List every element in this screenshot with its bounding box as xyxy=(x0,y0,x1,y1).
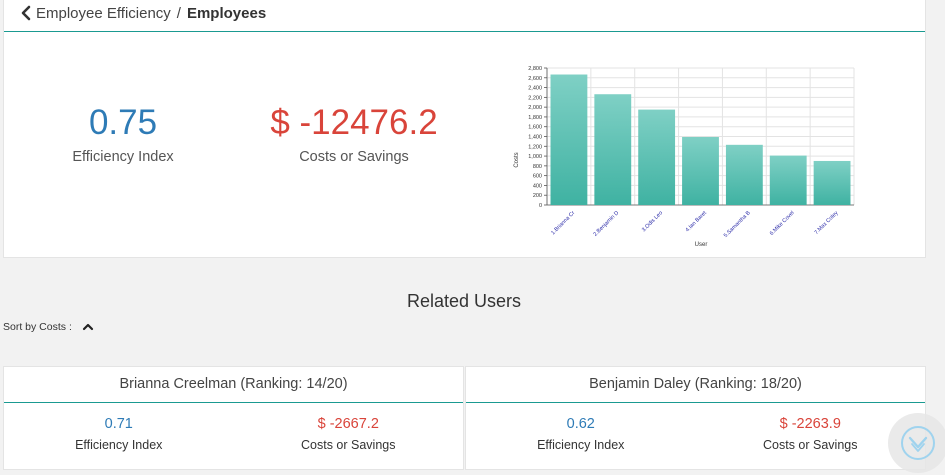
user-efficiency: 0.62 Efficiency Index xyxy=(466,415,696,452)
bar[interactable] xyxy=(725,144,763,205)
x-tick-label: 2.Benjamin D xyxy=(593,210,621,238)
related-users-title: Related Users xyxy=(406,291,522,311)
breadcrumb-current: Employees xyxy=(186,4,267,22)
chevron-down-circle-icon xyxy=(901,426,935,460)
user-cost-value: $ -2263.9 xyxy=(779,416,841,432)
cost-kpi: $ -12476.2 Costs or Savings xyxy=(234,103,474,165)
user-efficiency-label: Efficiency Index xyxy=(537,438,625,452)
chevron-left-icon[interactable] xyxy=(19,4,34,22)
user-cost-label: Costs or Savings xyxy=(763,438,858,452)
x-tick-label: 1.Brianna Cr xyxy=(550,210,576,236)
user-cost-value: $ -2667.2 xyxy=(317,416,379,432)
x-tick-label: 3.Odis Leo xyxy=(641,210,664,233)
bar[interactable] xyxy=(813,160,851,205)
y-tick-label: 1,600 xyxy=(528,125,542,131)
efficiency-kpi: 0.75 Efficiency Index xyxy=(44,103,202,165)
user-cost: $ -2263.9 Costs or Savings xyxy=(696,415,926,452)
cost-value: $ -12476.2 xyxy=(270,103,438,142)
y-tick-label: 2,800 xyxy=(528,66,542,72)
scroll-down-button[interactable] xyxy=(888,413,945,473)
y-tick-label: 1,000 xyxy=(528,154,542,160)
y-tick-label: 800 xyxy=(533,164,542,170)
user-cost: $ -2667.2 Costs or Savings xyxy=(234,415,464,452)
bar[interactable] xyxy=(550,74,588,205)
y-tick-label: 1,800 xyxy=(528,115,542,121)
breadcrumb: Employee Efficiency / Employees xyxy=(19,3,266,23)
user-card[interactable]: Benjamin Daley (Ranking: 18/20) 0.62 Eff… xyxy=(465,366,926,470)
user-efficiency: 0.71 Efficiency Index xyxy=(4,415,234,452)
user-efficiency-value: 0.71 xyxy=(104,416,133,432)
efficiency-value: 0.75 xyxy=(88,103,158,142)
user-efficiency-label: Efficiency Index xyxy=(75,438,163,452)
bar[interactable] xyxy=(594,94,632,205)
y-tick-label: 1,400 xyxy=(528,135,542,141)
y-tick-label: 200 xyxy=(533,193,542,199)
y-tick-label: 2,400 xyxy=(528,86,542,92)
sort-label: Sort by Costs : xyxy=(3,321,72,333)
user-name[interactable]: Brianna Creelman (Ranking: 14/20) xyxy=(4,367,463,403)
efficiency-label: Efficiency Index xyxy=(72,149,174,165)
bar[interactable] xyxy=(769,155,807,205)
x-tick-label: 4.Ian Baret xyxy=(685,210,709,234)
header-divider xyxy=(4,31,925,32)
breadcrumb-parent-link[interactable]: Employee Efficiency xyxy=(36,4,171,22)
costs-bar-chart: 0 200 400 600 800 1,000 1,200 1,400 1,600 1,800 2,… xyxy=(514,66,855,248)
bar[interactable] xyxy=(682,136,719,205)
bar[interactable] xyxy=(638,109,676,205)
x-tick-label: 7.Max Coley xyxy=(814,210,840,236)
summary-panel: Employee Efficiency / Employees 0.75 Eff… xyxy=(3,0,926,258)
user-card[interactable]: Brianna Creelman (Ranking: 14/20) 0.71 E… xyxy=(3,366,464,470)
user-name[interactable]: Benjamin Daley (Ranking: 18/20) xyxy=(466,367,925,403)
sort-control[interactable]: Sort by Costs : xyxy=(3,321,94,333)
y-tick-label: 1,200 xyxy=(528,144,542,150)
x-tick-label: 5.Samantha B xyxy=(723,210,752,239)
breadcrumb-separator: / xyxy=(176,4,181,22)
x-axis-title: User xyxy=(695,242,708,248)
x-tick-label: 6.Mike Covel xyxy=(769,210,796,237)
user-cost-label: Costs or Savings xyxy=(301,438,396,452)
y-tick-label: 400 xyxy=(533,183,542,189)
y-tick-label: 0 xyxy=(539,203,542,209)
y-tick-label: 2,200 xyxy=(528,95,542,101)
y-axis-title: Costs xyxy=(514,152,520,167)
user-efficiency-value: 0.62 xyxy=(566,416,595,432)
y-tick-label: 2,600 xyxy=(528,76,542,82)
caret-up-icon[interactable] xyxy=(82,322,94,332)
y-tick-label: 600 xyxy=(533,174,542,180)
cost-label: Costs or Savings xyxy=(299,149,409,165)
y-tick-label: 2,000 xyxy=(528,105,542,111)
